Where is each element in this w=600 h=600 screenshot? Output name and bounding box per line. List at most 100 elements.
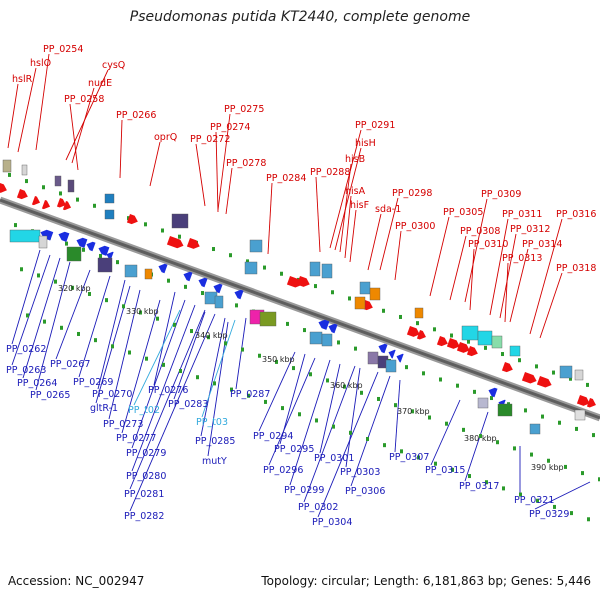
gene-label-pp-0310[interactable]: PP_0310 [468, 239, 508, 250]
gene-label-pp-0305[interactable]: PP_0305 [443, 207, 483, 218]
forward-gene-arrow[interactable] [126, 214, 139, 226]
gene-label-hslr[interactable]: hslR [12, 74, 33, 85]
reverse-gene-arrow[interactable] [212, 282, 223, 294]
gene-label-pp-0267[interactable]: PP_0267 [50, 359, 90, 370]
forward-gene-arrow[interactable] [41, 200, 52, 211]
gene-block[interactable] [309, 331, 323, 345]
gene-label-hisb[interactable]: hisB [345, 154, 365, 165]
gene-label-pp-0285[interactable]: PP_0285 [195, 436, 235, 447]
reverse-gene-arrow[interactable] [387, 348, 396, 359]
gene-block[interactable] [461, 325, 479, 341]
gene-label-pp-0276[interactable]: PP_0276 [148, 385, 188, 396]
gene-label-pp-0309[interactable]: PP_0309 [481, 189, 521, 200]
gene-block[interactable] [491, 335, 503, 349]
gene-label-pp-0296[interactable]: PP_0296 [263, 465, 303, 476]
gene-block[interactable] [66, 246, 82, 262]
forward-gene-arrow[interactable] [456, 342, 471, 355]
forward-gene-arrow[interactable] [446, 338, 461, 351]
forward-gene-arrow[interactable] [536, 376, 553, 389]
gene-block[interactable] [321, 263, 333, 279]
gene-block[interactable] [477, 330, 493, 346]
gene-label-pp-0272[interactable]: PP_0272 [190, 134, 230, 145]
gene-block[interactable] [104, 209, 115, 220]
gene-label-pp-0300[interactable]: PP_0300 [395, 221, 435, 232]
gene-label-pp-0264[interactable]: PP_0264 [17, 378, 57, 389]
forward-gene-arrow[interactable] [576, 395, 591, 408]
gene-label-pp-0298[interactable]: PP_0298 [392, 188, 432, 199]
gene-block[interactable] [259, 311, 277, 327]
forward-gene-arrow[interactable] [16, 189, 29, 201]
gene-label-pp-0263[interactable]: PP_0263 [6, 365, 46, 376]
gene-label-pp-0278[interactable]: PP_0278 [226, 158, 266, 169]
reverse-gene-arrow[interactable] [395, 352, 404, 363]
forward-gene-arrow[interactable] [186, 238, 201, 251]
gene-label-pp-0269[interactable]: PP_0269 [73, 377, 113, 388]
gene-block[interactable] [477, 397, 489, 409]
gene-block[interactable] [414, 307, 424, 319]
forward-gene-arrow[interactable] [466, 346, 479, 358]
forward-gene-arrow[interactable] [521, 372, 538, 385]
gene-block[interactable] [309, 261, 321, 277]
gene-label-pp-0288[interactable]: PP_0288 [310, 167, 350, 178]
gene-block[interactable] [574, 409, 586, 421]
gene-block[interactable] [509, 345, 521, 357]
gene-label-pp-0280[interactable]: PP_0280 [126, 471, 166, 482]
gene-label-pp-0317[interactable]: PP_0317 [459, 481, 499, 492]
forward-gene-arrow[interactable] [31, 196, 42, 207]
forward-gene-arrow[interactable] [406, 326, 421, 339]
gene-block[interactable] [497, 403, 513, 417]
gene-label-pp-0314[interactable]: PP_0314 [522, 239, 562, 250]
reverse-gene-arrow[interactable] [97, 244, 110, 256]
gene-label-pp-0279[interactable]: PP_0279 [126, 448, 166, 459]
reverse-gene-arrow[interactable] [182, 270, 193, 282]
gene-label-pp-0302[interactable]: PP_0302 [298, 502, 338, 513]
gene-label-pp-0295[interactable]: PP_0295 [274, 444, 314, 455]
gene-label-pp-0321[interactable]: PP_0321 [514, 495, 554, 506]
gene-label-gltr-1[interactable]: gltR-1 [90, 403, 118, 414]
gene-block[interactable] [244, 261, 258, 275]
gene-label-pp-0277[interactable]: PP_0277 [116, 433, 156, 444]
gene-label-hisa[interactable]: hisA [345, 186, 366, 197]
gene-block[interactable] [321, 333, 333, 347]
gene-block[interactable] [574, 369, 584, 381]
gene-label-nude[interactable]: nudE [88, 78, 112, 89]
gene-label-pp-0306[interactable]: PP_0306 [345, 486, 385, 497]
reverse-gene-arrow[interactable] [105, 250, 114, 261]
forward-gene-arrow[interactable] [0, 183, 8, 195]
gene-label-pp-t02[interactable]: PP_t02 [128, 405, 160, 416]
gene-label-pp-0282[interactable]: PP_0282 [124, 511, 164, 522]
gene-label-pp-0254[interactable]: PP_0254 [43, 44, 83, 55]
gene-label-pp-0312[interactable]: PP_0312 [510, 224, 550, 235]
gene-label-pp-0266[interactable]: PP_0266 [116, 110, 156, 121]
gene-label-pp-0273[interactable]: PP_0273 [103, 419, 143, 430]
gene-block[interactable] [97, 257, 113, 273]
gene-label-pp-0287[interactable]: PP_0287 [230, 389, 270, 400]
reverse-gene-arrow[interactable] [487, 386, 498, 398]
forward-gene-arrow[interactable] [416, 330, 428, 341]
gene-label-pp-0307[interactable]: PP_0307 [389, 452, 429, 463]
gene-label-muty[interactable]: mutY [202, 456, 227, 467]
gene-label-pp-0283[interactable]: PP_0283 [168, 399, 208, 410]
gene-label-pp-0311[interactable]: PP_0311 [502, 209, 542, 220]
gene-label-pp-0304[interactable]: PP_0304 [312, 517, 352, 528]
gene-label-pp-0316[interactable]: PP_0316 [556, 209, 596, 220]
gene-block[interactable] [369, 287, 381, 301]
gene-label-hslo[interactable]: hslO [30, 58, 51, 69]
gene-label-pp-0281[interactable]: PP_0281 [124, 489, 164, 500]
forward-gene-arrow[interactable] [166, 236, 185, 250]
gene-block[interactable] [104, 193, 115, 204]
gene-label-hisf[interactable]: hisF [350, 200, 369, 211]
gene-block[interactable] [38, 235, 48, 249]
reverse-gene-arrow[interactable] [57, 230, 70, 242]
gene-label-pp-0275[interactable]: PP_0275 [224, 104, 264, 115]
forward-gene-arrow[interactable] [436, 336, 449, 348]
gene-block[interactable] [144, 268, 153, 280]
gene-label-pp-0299[interactable]: PP_0299 [284, 485, 324, 496]
gene-label-pp-0318[interactable]: PP_0318 [556, 263, 596, 274]
gene-block[interactable] [385, 359, 397, 373]
gene-label-pp-0274[interactable]: PP_0274 [210, 122, 250, 133]
gene-label-pp-0262[interactable]: PP_0262 [6, 344, 46, 355]
forward-gene-arrow[interactable] [62, 201, 73, 212]
reverse-gene-arrow[interactable] [327, 322, 338, 334]
gene-label-oprq[interactable]: oprQ [154, 132, 177, 143]
